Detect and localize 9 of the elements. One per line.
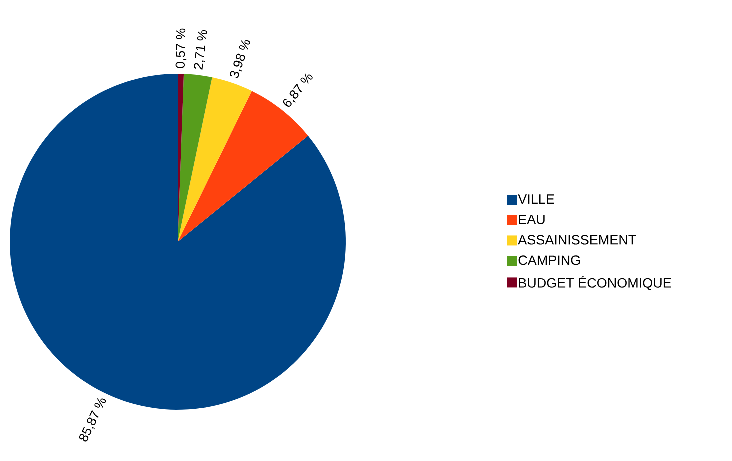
legend-label: EAU [519, 214, 545, 224]
legend-label: VILLE [518, 194, 554, 204]
data-label: 0,57 % [176, 28, 187, 68]
legend-label: CAMPING [518, 256, 580, 266]
legend-label: ASSAINISSEMENT [518, 235, 636, 245]
data-label: 2,71 % [194, 30, 208, 70]
legend-label: BUDGET ÉCONOMIQUE [519, 276, 672, 290]
data-label: 85,87 % [79, 398, 106, 442]
data-label: 3,98 % [230, 40, 250, 78]
